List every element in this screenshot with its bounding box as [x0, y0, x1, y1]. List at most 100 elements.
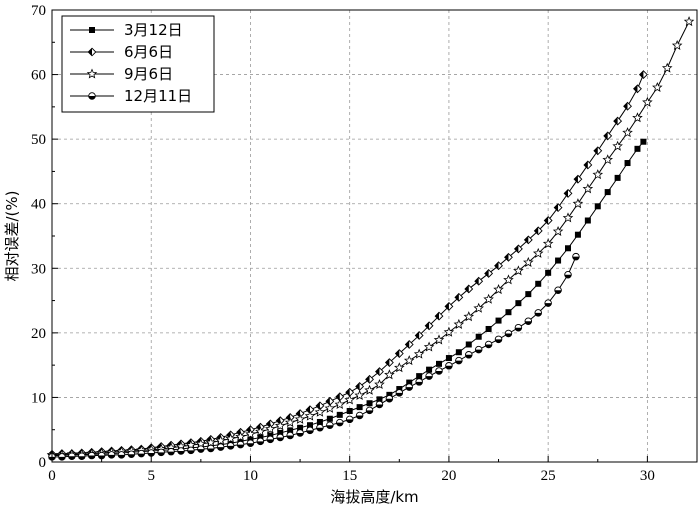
data-point	[364, 384, 375, 395]
data-point	[423, 341, 435, 352]
data-point	[493, 284, 504, 295]
data-point	[554, 286, 562, 294]
data-point	[215, 435, 226, 446]
data-point	[433, 334, 445, 345]
data-point	[623, 101, 632, 111]
data-point	[336, 411, 343, 418]
data-point	[475, 333, 482, 340]
series-4	[48, 252, 580, 461]
data-point	[257, 434, 264, 441]
data-point	[544, 299, 552, 307]
data-point	[107, 451, 116, 459]
series-line	[52, 256, 577, 458]
data-point	[366, 400, 373, 407]
data-point	[395, 389, 404, 397]
data-point	[384, 369, 395, 380]
data-point	[445, 362, 453, 370]
data-point	[642, 96, 653, 107]
data-point	[555, 257, 562, 264]
data-point	[316, 424, 324, 432]
data-point	[602, 154, 613, 165]
data-point	[236, 440, 245, 449]
y-tick-label: 0	[39, 455, 47, 471]
data-point	[465, 351, 473, 359]
data-point	[267, 432, 274, 439]
data-point	[543, 216, 553, 225]
data-point	[306, 426, 314, 435]
legend-entry: 6月6日	[70, 43, 173, 61]
data-point	[474, 276, 484, 286]
data-point	[375, 367, 384, 377]
data-point	[374, 378, 385, 389]
data-point	[277, 429, 284, 436]
data-point	[436, 360, 442, 367]
data-point	[117, 451, 126, 459]
data-point	[425, 372, 433, 380]
data-point	[503, 274, 514, 285]
data-point	[612, 140, 623, 151]
data-point	[513, 244, 523, 254]
data-point	[565, 245, 571, 252]
data-point	[613, 116, 623, 126]
data-point	[495, 317, 502, 324]
data-point	[572, 198, 584, 209]
data-point	[515, 300, 522, 307]
data-point	[89, 27, 95, 33]
data-point	[384, 358, 394, 367]
x-tick-label: 10	[243, 468, 258, 484]
y-tick-label: 30	[31, 261, 46, 277]
data-point	[225, 433, 236, 444]
data-point	[465, 341, 472, 348]
data-point	[314, 406, 326, 417]
legend-label: 3月12日	[124, 21, 183, 39]
data-point	[86, 68, 98, 79]
data-point	[434, 311, 444, 321]
x-tick-label: 15	[342, 468, 357, 484]
y-axis-label: 相对误差/(%)	[3, 190, 21, 281]
data-point	[572, 252, 580, 261]
data-point	[216, 443, 225, 451]
data-point	[403, 355, 415, 366]
data-point	[484, 340, 493, 349]
data-point	[633, 84, 642, 94]
data-point	[485, 325, 492, 332]
x-tick-label: 5	[147, 468, 155, 484]
data-point	[207, 444, 215, 453]
data-point	[137, 449, 146, 458]
data-point	[404, 340, 414, 349]
data-point	[396, 386, 403, 393]
data-point	[505, 309, 512, 316]
data-point	[443, 326, 455, 337]
data-point	[375, 400, 384, 409]
data-point	[414, 331, 424, 340]
data-point	[245, 428, 256, 439]
data-point	[177, 447, 185, 455]
data-point	[484, 269, 494, 278]
data-point	[552, 225, 564, 236]
data-point	[638, 70, 648, 80]
data-point	[274, 420, 286, 431]
data-point	[634, 145, 641, 152]
data-point	[365, 406, 374, 415]
data-point	[523, 256, 534, 267]
data-point	[346, 407, 353, 414]
legend: 3月12日 6月6日 9月6日 12月11日	[61, 15, 215, 113]
data-point	[455, 356, 463, 365]
legend-label: 6月6日	[124, 43, 173, 61]
data-point	[524, 317, 533, 325]
data-point	[147, 449, 155, 457]
data-point	[424, 321, 434, 331]
data-point	[652, 81, 663, 92]
x-tick-label: 20	[441, 468, 456, 484]
data-point	[426, 366, 433, 373]
data-point	[416, 373, 423, 380]
data-point	[594, 203, 601, 210]
data-point	[167, 447, 175, 456]
data-point	[542, 238, 554, 249]
legend-label: 9月6日	[124, 65, 173, 83]
data-point	[97, 451, 106, 460]
data-point	[514, 323, 523, 332]
data-point	[296, 429, 304, 437]
data-point	[683, 16, 695, 27]
data-point	[127, 450, 136, 459]
